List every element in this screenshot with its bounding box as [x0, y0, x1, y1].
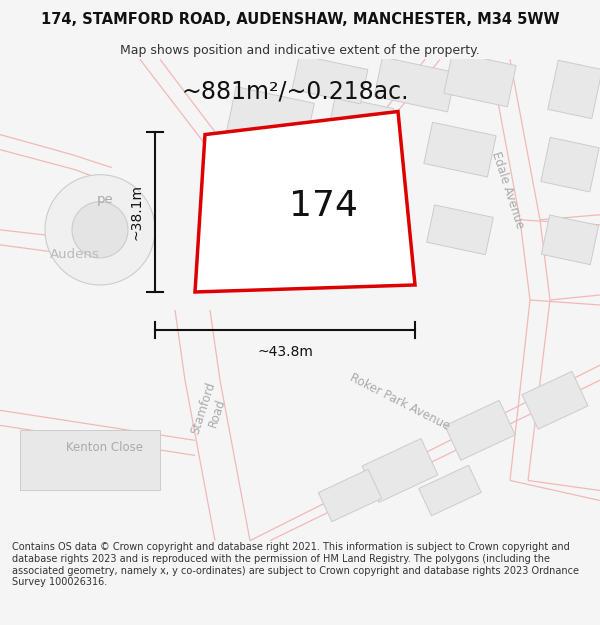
Polygon shape: [326, 96, 394, 153]
Polygon shape: [541, 215, 599, 264]
Text: 174: 174: [289, 189, 358, 222]
Text: Audens: Audens: [50, 248, 100, 261]
Text: ~881m²/~0.218ac.: ~881m²/~0.218ac.: [181, 79, 409, 104]
Polygon shape: [362, 439, 438, 503]
Text: Edale Avenue: Edale Avenue: [490, 149, 527, 230]
Text: ~38.1m: ~38.1m: [130, 184, 144, 240]
Polygon shape: [522, 371, 588, 429]
Polygon shape: [444, 52, 516, 107]
Polygon shape: [541, 138, 599, 192]
Polygon shape: [20, 431, 160, 491]
Text: ~43.8m: ~43.8m: [257, 345, 313, 359]
Polygon shape: [195, 111, 415, 292]
Text: 174, STAMFORD ROAD, AUDENSHAW, MANCHESTER, M34 5WW: 174, STAMFORD ROAD, AUDENSHAW, MANCHESTE…: [41, 11, 559, 26]
Text: Contains OS data © Crown copyright and database right 2021. This information is : Contains OS data © Crown copyright and d…: [12, 542, 579, 587]
Polygon shape: [292, 55, 368, 104]
Polygon shape: [427, 205, 493, 255]
Text: Map shows position and indicative extent of the property.: Map shows position and indicative extent…: [120, 44, 480, 57]
Text: Roker Park Avenue: Roker Park Avenue: [348, 371, 452, 433]
Polygon shape: [319, 469, 382, 522]
Polygon shape: [548, 60, 600, 119]
Polygon shape: [445, 401, 515, 461]
Polygon shape: [424, 122, 496, 177]
Polygon shape: [45, 174, 155, 285]
Text: Stamford
Road: Stamford Road: [188, 380, 232, 441]
Polygon shape: [374, 57, 456, 112]
Text: pe: pe: [97, 193, 113, 206]
Polygon shape: [72, 202, 128, 258]
Text: Kenton Close: Kenton Close: [67, 441, 143, 454]
Polygon shape: [226, 87, 314, 152]
Polygon shape: [419, 465, 481, 516]
